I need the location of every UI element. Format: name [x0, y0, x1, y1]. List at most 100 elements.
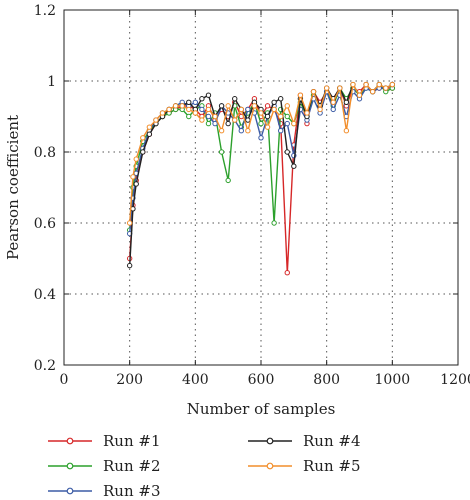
data-point [258, 135, 264, 141]
data-point [179, 103, 185, 109]
data-point [284, 270, 290, 276]
x-axis-title: Number of samples [187, 400, 336, 418]
data-point [205, 106, 212, 113]
x-tick-label: 0 [60, 372, 69, 388]
x-tick-label: 400 [182, 372, 209, 388]
data-point [337, 85, 343, 91]
data-point [343, 99, 350, 106]
data-point [126, 220, 133, 226]
x-tick-label: 200 [116, 372, 143, 388]
data-point [323, 85, 330, 91]
data-point [284, 149, 290, 155]
data-point [383, 85, 389, 91]
x-tick-label: 800 [313, 372, 340, 388]
data-point [271, 106, 277, 113]
data-point [225, 120, 231, 127]
data-point [186, 106, 192, 113]
y-tick-label: 1.2 [34, 3, 56, 19]
data-point [205, 113, 212, 120]
data-point [199, 106, 205, 113]
x-tick-label: 1000 [375, 372, 411, 388]
data-point [271, 99, 277, 106]
data-point [140, 149, 146, 155]
legend-label: Run #3 [103, 482, 161, 500]
data-point [389, 81, 396, 88]
legend-item: Run #1 [48, 432, 161, 450]
data-point [186, 99, 192, 106]
legend-item: Run #4 [248, 432, 361, 450]
legend-swatch-marker [66, 462, 74, 470]
data-point [212, 113, 218, 120]
y-axis-title: Pearson coefficient [4, 115, 22, 260]
data-point [304, 110, 310, 116]
data-point [166, 106, 172, 113]
data-point [271, 220, 277, 226]
legend-label: Run #5 [303, 457, 361, 475]
data-point [205, 92, 212, 98]
data-point [330, 99, 336, 106]
data-point [264, 124, 271, 130]
data-point [310, 88, 317, 95]
data-point [376, 81, 382, 88]
data-point [212, 120, 218, 127]
legend: Run #1 Run #2 Run #3 Run #4 Run #5 [48, 432, 361, 500]
y-tick-label: 0.8 [34, 145, 56, 161]
legend-swatch-marker [266, 437, 274, 445]
data-point [258, 120, 264, 127]
data-point [232, 117, 238, 123]
legend-swatch-marker [66, 487, 74, 495]
data-point [130, 174, 136, 180]
data-point [225, 177, 231, 184]
data-point [218, 149, 225, 155]
data-point [284, 120, 290, 127]
data-point [291, 120, 297, 127]
data-point [146, 131, 153, 137]
data-point [192, 110, 199, 116]
legend-item: Run #5 [248, 457, 361, 475]
data-point [192, 99, 199, 106]
data-point [133, 156, 139, 162]
y-tick-label: 0.4 [34, 287, 56, 303]
y-axis: 0.2 0.4 0.6 0.8 1 1.2 [34, 3, 458, 374]
legend-label: Run #2 [103, 457, 161, 475]
series-group [126, 81, 396, 276]
data-point [146, 124, 153, 130]
data-point [238, 106, 245, 113]
data-point [369, 88, 376, 95]
y-tick-label: 0.6 [34, 216, 56, 232]
data-point [278, 96, 284, 102]
data-point [343, 128, 350, 134]
data-point [363, 81, 369, 88]
data-point [264, 113, 271, 120]
data-point [133, 181, 139, 187]
data-point [356, 92, 363, 98]
data-point [330, 106, 336, 113]
x-tick-label: 600 [248, 372, 275, 388]
data-point [232, 96, 238, 102]
data-point [218, 103, 225, 109]
data-point [245, 106, 251, 113]
data-point [218, 128, 225, 134]
data-point [245, 128, 251, 134]
data-point [297, 92, 304, 98]
data-point [284, 103, 290, 109]
data-point [225, 103, 231, 109]
data-point [258, 110, 264, 116]
series-5 [126, 81, 396, 226]
data-point [186, 113, 192, 120]
data-point [264, 103, 271, 109]
data-point [251, 103, 258, 109]
data-point [199, 96, 205, 102]
data-point [245, 117, 251, 123]
legend-item: Run #2 [48, 457, 161, 475]
data-point [153, 117, 159, 123]
data-point [199, 117, 205, 123]
data-point [350, 81, 356, 88]
legend-label: Run #1 [103, 432, 161, 450]
data-point [317, 106, 323, 113]
legend-swatch-marker [66, 437, 74, 445]
grid [64, 10, 458, 365]
